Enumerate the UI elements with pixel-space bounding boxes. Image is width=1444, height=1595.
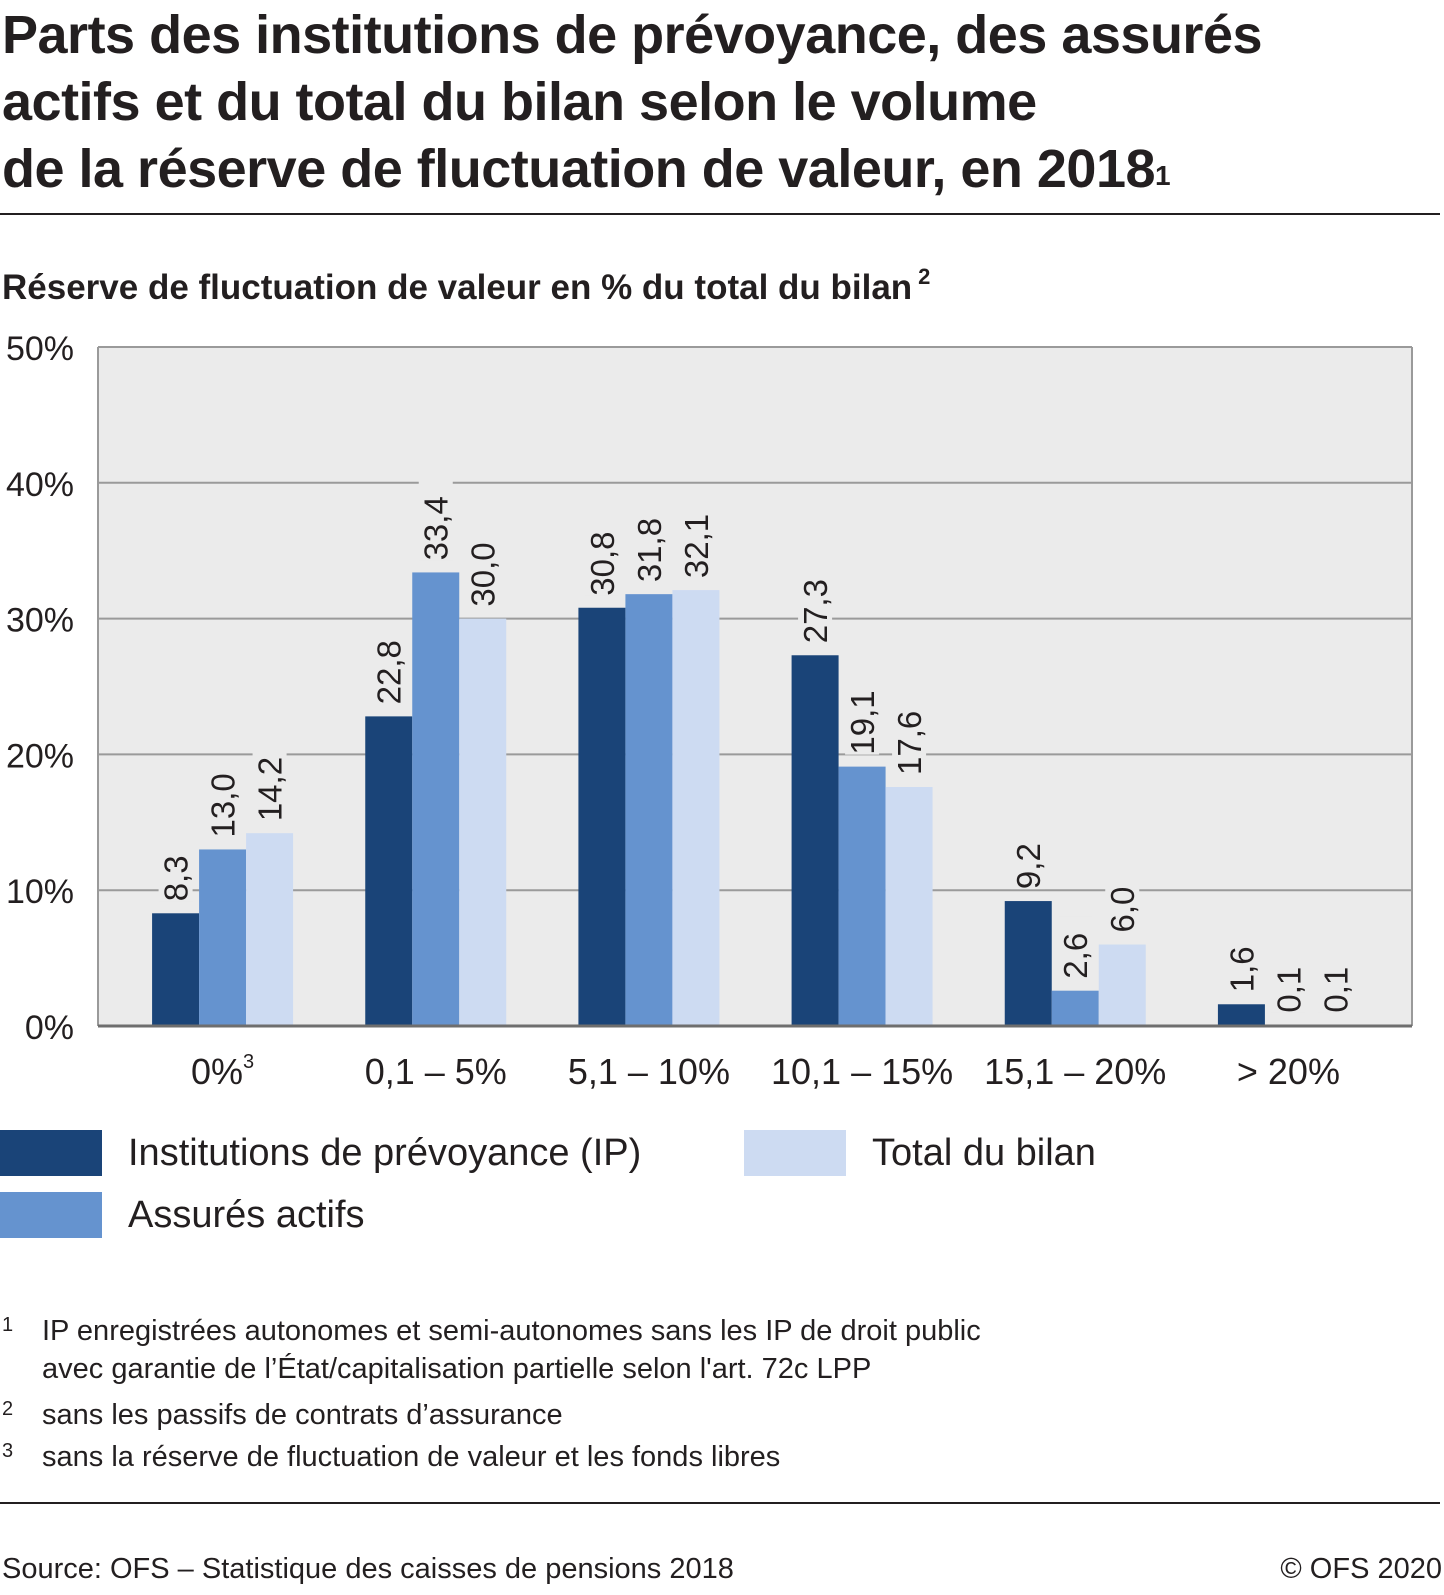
data-label: 0,1 — [1270, 967, 1307, 1013]
y-tick-label: 50% — [6, 330, 74, 368]
footnote-1-num: 1 — [2, 1314, 14, 1336]
bar — [246, 833, 294, 1026]
data-label: 19,1 — [844, 690, 881, 754]
title-line-2: actifs et du total du bilan selon le vol… — [2, 72, 1037, 132]
data-label: 13,0 — [205, 773, 242, 837]
data-label: 2,6 — [1057, 933, 1094, 979]
data-label: 1,6 — [1223, 946, 1260, 992]
chart-title: Parts des institutions de prévoyance, de… — [2, 2, 1422, 203]
data-label-backdrop — [1224, 930, 1259, 993]
legend-swatch-assures — [0, 1192, 102, 1238]
source-note: Source: OFS – Statistique des caisses de… — [2, 1553, 734, 1585]
subtitle-text: Réserve de fluctuation de valeur en % du… — [2, 268, 913, 307]
data-label: 33,4 — [418, 496, 455, 560]
footnote-2-line-1: sans les passifs de contrats d’assurance — [42, 1399, 563, 1431]
legend-label-total: Total du bilan — [872, 1132, 1096, 1174]
title-line-3-text: de la réserve de fluctuation de valeur, … — [2, 139, 1156, 199]
title-line-3: de la réserve de fluctuation de valeur, … — [2, 136, 1422, 203]
data-label-backdrop — [371, 624, 406, 705]
plot-area — [98, 347, 1412, 1026]
x-category-label: 0,1 – 5% — [365, 1051, 507, 1090]
footnote-2-num: 2 — [2, 1398, 14, 1420]
legend-swatch-ip — [0, 1130, 102, 1176]
legend-label-assures: Assurés actifs — [128, 1194, 365, 1236]
copyright-note: © OFS 2020 — [1280, 1553, 1442, 1585]
bar — [885, 786, 933, 1026]
legend-label-ip: Institutions de prévoyance (IP) — [128, 1132, 642, 1174]
data-label: 32,1 — [678, 514, 715, 578]
data-label-backdrop — [205, 757, 240, 838]
data-label: 14,2 — [252, 757, 289, 821]
bar — [459, 618, 507, 1026]
data-label: 30,0 — [465, 542, 502, 606]
data-label-backdrop — [584, 515, 619, 596]
data-label-backdrop — [631, 502, 666, 583]
bar — [199, 849, 247, 1026]
title-note-ref: 1 — [1155, 160, 1171, 191]
data-label: 27,3 — [797, 579, 834, 643]
title-rule — [0, 213, 1440, 215]
bar — [412, 572, 460, 1026]
x-category-label: 0%3 — [191, 1051, 254, 1090]
data-label: 30,8 — [584, 532, 621, 596]
y-tick-label: 10% — [6, 873, 74, 911]
footer-rule — [0, 1502, 1440, 1504]
data-label: 22,8 — [371, 640, 408, 704]
bar — [365, 716, 413, 1026]
data-label: 31,8 — [631, 518, 668, 582]
footnote-1-line-2: avec garantie de l’État/capitalisation p… — [42, 1353, 872, 1385]
bar — [1051, 990, 1099, 1026]
bar — [1004, 901, 1052, 1026]
data-label-backdrop — [678, 498, 713, 579]
data-label-backdrop — [418, 480, 453, 561]
bar-chart: 0% 10% 20% 30% 40% 50% 8,3 13,0 14,2 0%3 22,8 33,4 3… — [6, 330, 1413, 1090]
y-tick-label: 30% — [6, 602, 74, 640]
bar — [791, 655, 839, 1026]
category-note-ref: 3 — [243, 1051, 254, 1073]
y-tick-label: 20% — [6, 737, 74, 775]
title-line-1: Parts des institutions de prévoyance, de… — [2, 5, 1263, 65]
data-label-backdrop — [892, 694, 927, 775]
bar — [672, 590, 720, 1026]
bar — [838, 766, 886, 1026]
bar — [578, 607, 626, 1026]
footnote-1-line-1: IP enregistrées autonomes et semi-autono… — [42, 1315, 981, 1347]
footnote-3-line-1: sans la réserve de fluctuation de valeur… — [42, 1441, 781, 1473]
data-label-backdrop — [845, 674, 880, 755]
data-label: 8,3 — [158, 855, 195, 901]
data-label-backdrop — [1105, 870, 1140, 933]
x-category-label: 15,1 – 20% — [984, 1051, 1166, 1090]
data-label-backdrop — [252, 741, 287, 822]
data-label-backdrop — [1271, 950, 1306, 1013]
x-category-label: 10,1 – 15% — [771, 1051, 953, 1090]
bar — [152, 913, 200, 1026]
data-label-backdrop — [158, 839, 193, 902]
x-category-label: > 20% — [1237, 1051, 1340, 1090]
data-label-backdrop — [1318, 950, 1353, 1013]
subtitle-note-ref: 2 — [918, 264, 931, 289]
footnote-3-num: 3 — [2, 1440, 14, 1462]
bar — [625, 594, 673, 1026]
legend-swatch-total — [744, 1130, 846, 1176]
bar — [1217, 1004, 1265, 1026]
x-category-label: 5,1 – 10% — [568, 1051, 730, 1090]
data-label-backdrop — [798, 563, 833, 644]
data-label: 6,0 — [1104, 887, 1141, 933]
data-label-backdrop — [1058, 916, 1093, 979]
bar — [1098, 944, 1146, 1026]
data-label-backdrop — [1011, 827, 1046, 890]
data-label: 17,6 — [891, 711, 928, 775]
data-label-backdrop — [465, 526, 500, 607]
y-tick-label: 0% — [25, 1009, 74, 1047]
data-label: 0,1 — [1317, 967, 1354, 1013]
y-tick-label: 40% — [6, 466, 74, 504]
chart-subtitle: Réserve de fluctuation de valeur en % du… — [2, 264, 930, 308]
data-label: 9,2 — [1010, 843, 1047, 889]
